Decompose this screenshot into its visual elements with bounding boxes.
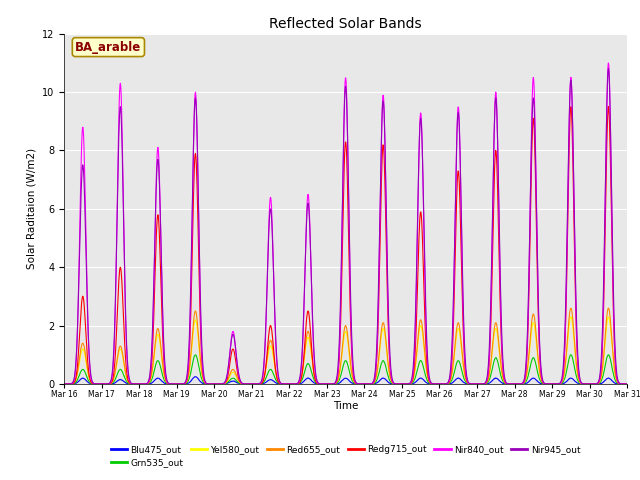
- Blu475_out: [249, 381, 257, 387]
- Blu475_out: [623, 381, 631, 387]
- Grn535_out: [433, 381, 441, 387]
- Red655_out: [623, 381, 631, 387]
- Red655_out: [433, 381, 441, 387]
- Nir945_out: [60, 381, 68, 387]
- Nir840_out: [623, 381, 631, 387]
- Nir945_out: [623, 381, 631, 387]
- Nir840_out: [186, 336, 193, 341]
- Redg715_out: [557, 380, 564, 386]
- Nir840_out: [605, 60, 612, 66]
- Blu475_out: [60, 381, 68, 387]
- Yel580_out: [248, 381, 256, 387]
- Yel580_out: [433, 381, 441, 387]
- Red655_out: [556, 381, 564, 386]
- Yel580_out: [507, 381, 515, 387]
- Blu475_out: [186, 379, 193, 385]
- Nir840_out: [61, 381, 69, 387]
- Nir945_out: [186, 325, 193, 331]
- Nir840_out: [557, 380, 564, 386]
- Redg715_out: [186, 345, 193, 350]
- Redg715_out: [249, 381, 257, 387]
- Grn535_out: [557, 381, 564, 386]
- Yel580_out: [172, 381, 179, 387]
- Blu475_out: [172, 381, 180, 387]
- Nir840_out: [60, 381, 68, 387]
- Grn535_out: [186, 374, 193, 380]
- Nir945_out: [433, 381, 441, 387]
- Redg715_out: [60, 381, 68, 387]
- Red655_out: [605, 305, 612, 311]
- Redg715_out: [433, 381, 441, 387]
- Redg715_out: [61, 381, 68, 387]
- Yel580_out: [623, 381, 631, 387]
- Nir840_out: [249, 381, 257, 387]
- Line: Red655_out: Red655_out: [64, 308, 627, 384]
- Nir945_out: [249, 381, 257, 387]
- Yel580_out: [186, 369, 193, 375]
- Red655_out: [186, 367, 193, 373]
- Grn535_out: [249, 381, 257, 387]
- Yel580_out: [567, 314, 575, 320]
- Redg715_out: [507, 381, 515, 387]
- Grn535_out: [623, 381, 631, 387]
- Blu475_out: [508, 381, 515, 387]
- Line: Blu475_out: Blu475_out: [64, 377, 627, 384]
- Y-axis label: Solar Raditaion (W/m2): Solar Raditaion (W/m2): [26, 148, 36, 269]
- Nir945_out: [172, 381, 180, 387]
- Grn535_out: [605, 352, 612, 358]
- Nir945_out: [61, 381, 68, 387]
- Blu475_out: [557, 381, 565, 387]
- Line: Yel580_out: Yel580_out: [64, 317, 627, 384]
- Nir840_out: [433, 381, 441, 387]
- Yel580_out: [556, 381, 564, 386]
- Blu475_out: [61, 381, 68, 387]
- Line: Nir840_out: Nir840_out: [64, 63, 627, 384]
- Redg715_out: [605, 104, 612, 109]
- Red655_out: [172, 381, 179, 387]
- Red655_out: [248, 381, 256, 387]
- Grn535_out: [172, 381, 180, 387]
- X-axis label: Time: Time: [333, 401, 358, 411]
- Grn535_out: [61, 381, 69, 387]
- Text: BA_arable: BA_arable: [76, 41, 141, 54]
- Nir945_out: [507, 381, 515, 387]
- Blu475_out: [434, 381, 442, 387]
- Redg715_out: [623, 381, 631, 387]
- Redg715_out: [172, 381, 180, 387]
- Yel580_out: [60, 381, 68, 387]
- Nir840_out: [507, 381, 515, 387]
- Grn535_out: [60, 381, 68, 387]
- Line: Nir945_out: Nir945_out: [64, 69, 627, 384]
- Red655_out: [507, 381, 515, 387]
- Nir945_out: [557, 379, 564, 385]
- Nir945_out: [605, 66, 612, 72]
- Red655_out: [60, 381, 68, 387]
- Line: Grn535_out: Grn535_out: [64, 355, 627, 384]
- Blu475_out: [191, 374, 199, 380]
- Grn535_out: [507, 381, 515, 387]
- Title: Reflected Solar Bands: Reflected Solar Bands: [269, 17, 422, 31]
- Legend: Blu475_out, Grn535_out, Yel580_out, Red655_out, Redg715_out, Nir840_out, Nir945_: Blu475_out, Grn535_out, Yel580_out, Red6…: [107, 441, 584, 471]
- Nir840_out: [172, 381, 180, 387]
- Line: Redg715_out: Redg715_out: [64, 107, 627, 384]
